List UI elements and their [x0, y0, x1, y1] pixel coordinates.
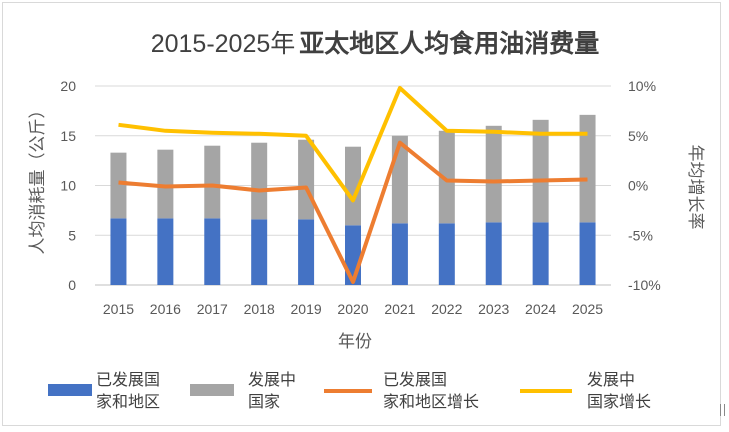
y-tick-label: 20 [60, 78, 76, 94]
legend-label-developing-growth-line1: 发展中 [587, 371, 635, 389]
x-tick-label: 2016 [150, 301, 181, 317]
chart-title-main: 亚太地区人均食用油消费量 [299, 29, 599, 58]
y2-tick-label: -10% [628, 277, 661, 293]
x-tick-label: 2018 [244, 301, 275, 317]
x-tick-label: 2023 [478, 301, 509, 317]
bar-developing [485, 125, 502, 223]
x-tick-label: 2019 [291, 301, 322, 317]
legend-label-developing-line1: 发展中 [248, 371, 296, 389]
y2-axis-title: 年均增长率 [686, 145, 705, 230]
bar-developing [251, 142, 268, 220]
chart-title-years: 2015-2025年 [151, 30, 296, 58]
resize-handle[interactable] [720, 404, 725, 416]
line-developed-growth [118, 140, 588, 284]
bar-developing [532, 119, 549, 223]
line-developing-growth [118, 86, 588, 203]
legend-swatch-developing [190, 384, 234, 396]
legend-label-developed-growth-line2: 家和地区增长 [383, 393, 479, 411]
y2-tick-label: 10% [628, 78, 656, 94]
bar-developing [579, 114, 596, 223]
y2-tick-label: -5% [628, 227, 653, 243]
x-tick-label: 2020 [337, 301, 368, 317]
legend-label-developing-growth-line2: 国家增长 [587, 393, 651, 411]
x-tick-label: 2021 [384, 301, 415, 317]
legend-label-developing-line2: 国家 [248, 393, 280, 411]
bar-developed [391, 223, 408, 285]
bar-developed [204, 218, 221, 285]
tick-labels: 0 5 10 15 20 -10% -5% 0% 5% 10% 2015 2016 2017 2018 20… [60, 78, 660, 317]
x-tick-label: 2025 [572, 301, 603, 317]
y2-tick-label: 5% [628, 128, 648, 144]
y-axis-title: 人均消耗量（公斤） [28, 102, 47, 255]
y2-tick-label: 0% [628, 178, 648, 194]
bar-developed [157, 218, 174, 285]
bar-developing [157, 149, 174, 219]
y-tick-label: 0 [68, 277, 76, 293]
y-tick-label: 15 [60, 128, 76, 144]
bar-developed [485, 222, 502, 285]
legend-swatch-developed [48, 384, 92, 396]
bar-developing [204, 145, 221, 219]
x-tick-label: 2015 [103, 301, 134, 317]
bar-developed [579, 222, 596, 285]
bar-developed [251, 219, 268, 285]
x-tick-label: 2017 [197, 301, 228, 317]
bar-developing [345, 146, 361, 226]
y-tick-label: 5 [68, 227, 76, 243]
bar-group [110, 114, 596, 285]
x-axis-title: 年份 [338, 332, 372, 351]
bar-developed [438, 223, 455, 285]
bar-developing [110, 152, 127, 219]
legend-label-developed-line2: 家和地区 [96, 393, 160, 411]
bar-developing [298, 139, 315, 220]
line-group [118, 86, 588, 284]
x-tick-label: 2024 [525, 301, 556, 317]
x-tick-label: 2022 [431, 301, 462, 317]
legend: 已发展国 家和地区 发展中 国家 已发展国 家和地区增长 发展中 国家增长 [48, 371, 651, 411]
chart-title: 2015-2025年 亚太地区人均食用油消费量 [151, 29, 600, 58]
bar-developed [110, 218, 127, 285]
bar-developed [298, 219, 315, 285]
y-tick-label: 10 [60, 178, 76, 194]
legend-label-developed-line1: 已发展国 [96, 371, 160, 389]
legend-label-developed-growth-line1: 已发展国 [383, 371, 447, 389]
bar-developed [532, 222, 549, 285]
bar-developing [438, 130, 455, 224]
